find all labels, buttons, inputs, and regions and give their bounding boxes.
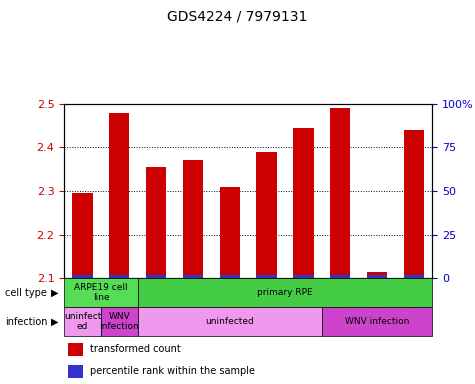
Text: ARPE19 cell
line: ARPE19 cell line xyxy=(74,283,128,303)
Text: ▶: ▶ xyxy=(51,316,58,327)
Text: uninfect
ed: uninfect ed xyxy=(64,312,101,331)
Text: uninfected: uninfected xyxy=(205,317,254,326)
Bar xyxy=(219,187,240,278)
Bar xyxy=(68,343,83,356)
Text: cell type: cell type xyxy=(5,288,47,298)
Bar xyxy=(219,275,240,278)
Bar xyxy=(109,275,130,278)
Bar xyxy=(404,275,424,278)
Bar xyxy=(367,272,387,278)
Bar xyxy=(293,275,314,278)
Bar xyxy=(146,167,166,278)
Bar xyxy=(330,275,351,278)
Bar xyxy=(68,365,83,378)
Bar xyxy=(72,193,93,278)
Bar xyxy=(138,278,432,307)
Bar xyxy=(146,275,166,278)
Bar xyxy=(330,108,351,278)
Text: transformed count: transformed count xyxy=(90,344,180,354)
Bar xyxy=(101,307,138,336)
Bar xyxy=(183,161,203,278)
Bar xyxy=(64,278,138,307)
Text: ▶: ▶ xyxy=(51,288,58,298)
Text: WNV
infection: WNV infection xyxy=(99,312,139,331)
Bar xyxy=(293,128,314,278)
Text: percentile rank within the sample: percentile rank within the sample xyxy=(90,366,255,376)
Bar xyxy=(256,275,277,278)
Text: WNV infection: WNV infection xyxy=(345,317,409,326)
Text: primary RPE: primary RPE xyxy=(257,288,313,297)
Bar xyxy=(183,275,203,278)
Bar xyxy=(256,152,277,278)
Text: infection: infection xyxy=(5,316,47,327)
Bar xyxy=(138,307,322,336)
Bar xyxy=(404,130,424,278)
Bar xyxy=(64,307,101,336)
Bar xyxy=(109,113,130,278)
Text: GDS4224 / 7979131: GDS4224 / 7979131 xyxy=(167,10,308,23)
Bar xyxy=(72,275,93,278)
Bar xyxy=(367,275,387,278)
Bar xyxy=(322,307,432,336)
